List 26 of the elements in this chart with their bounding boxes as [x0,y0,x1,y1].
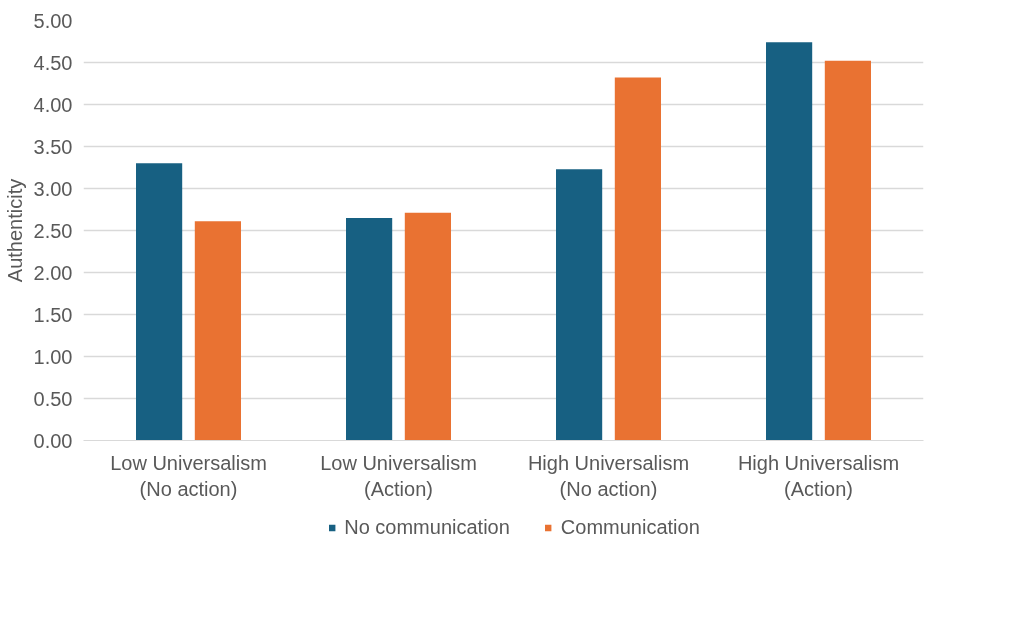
y-tick-label: 2.00 [33,261,73,284]
bar [824,60,871,441]
legend-label: Communication [560,515,700,539]
y-tick-label: 5.00 [33,9,73,32]
bar [194,221,241,441]
y-tick-label: 0.00 [33,429,73,452]
y-tick-label: 0.50 [33,387,73,410]
bar [614,77,661,441]
y-tick-label: 4.50 [33,51,73,74]
x-tick-label: Low Universalism (No action) [110,451,267,500]
bar [556,169,603,441]
legend-label: No communication [344,515,510,539]
x-tick-label: High Universalism (Action) [737,451,900,500]
y-tick-label: 2.50 [33,219,73,242]
y-tick-label: 3.00 [33,177,73,200]
x-tick-label: Low Universalism (Action) [320,451,477,500]
bar [766,42,813,441]
y-tick-label: 4.00 [33,93,73,116]
bar [404,212,451,441]
x-tick-label: High Universalism (No action) [527,451,690,500]
bar [136,163,183,441]
bar [346,217,393,441]
y-tick-label: 1.00 [33,345,73,368]
y-axis-title: Authenticity [3,178,26,283]
y-tick-label: 1.50 [33,303,73,326]
y-tick-label: 3.50 [33,135,73,158]
